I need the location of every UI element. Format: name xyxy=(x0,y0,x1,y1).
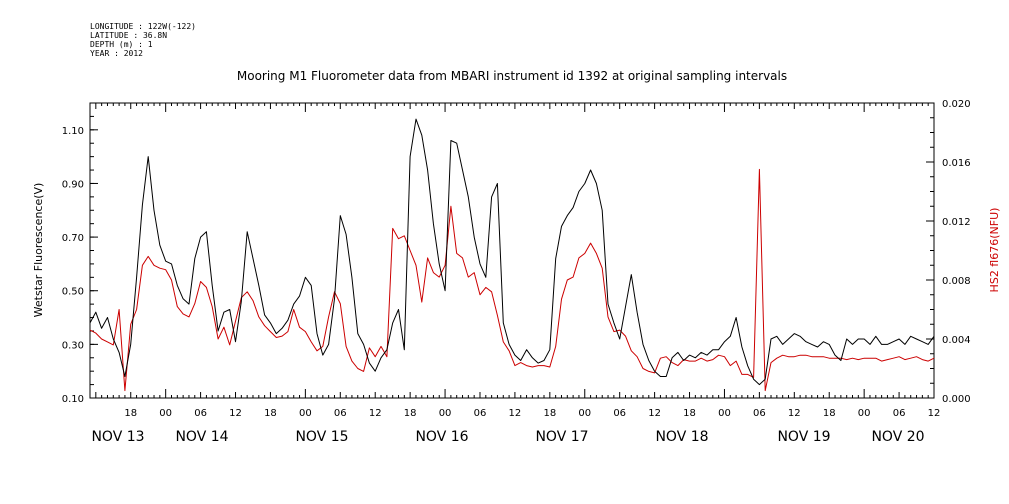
x-tick-label: 12 xyxy=(229,408,242,419)
y-tick-left-label: 0.50 xyxy=(62,287,84,298)
x-tick-label: 00 xyxy=(299,408,312,419)
y-tick-left-label: 0.90 xyxy=(62,179,84,190)
y-tick-right-label: 0.008 xyxy=(942,276,971,287)
x-tick-label: 06 xyxy=(334,408,347,419)
longitude-label: LONGITUDE : 122W(-122) xyxy=(90,22,196,31)
metadata-block: LONGITUDE : 122W(-122) LATITUDE : 36.8N … xyxy=(90,22,196,58)
x-tick-label: 00 xyxy=(439,408,452,419)
x-tick-label: 06 xyxy=(893,408,906,419)
x-hour-labels: 18 00 06 12 18 00 06 12 18 00 06 12 18 00 06 12 18 00 06 12… xyxy=(124,408,940,419)
y-tick-right-label: 0.016 xyxy=(942,158,971,169)
y-tick-left-label: 0.70 xyxy=(62,233,84,244)
y-axis-right-label: HS2 fl676(NFU) xyxy=(988,208,1001,293)
depth-label: DEPTH (m) : 1 xyxy=(90,40,153,49)
x-ticks-bottom xyxy=(89,389,935,398)
x-tick-label: 12 xyxy=(369,408,382,419)
y-tick-right-label: 0.020 xyxy=(942,99,971,110)
latitude-label: LATITUDE : 36.8N xyxy=(90,31,167,40)
series-layer xyxy=(89,118,935,392)
x-tick-label: 18 xyxy=(543,408,556,419)
x-tick-label: 12 xyxy=(509,408,522,419)
x-tick-label: 00 xyxy=(858,408,871,419)
y-tick-right-label: 0.000 xyxy=(942,394,971,405)
y-axis-left-label: Wetstar Fluorescence(V) xyxy=(32,183,45,318)
x-day-label: NOV 13 xyxy=(91,429,144,445)
x-day-label: NOV 20 xyxy=(871,429,924,445)
year-label: YEAR : 2012 xyxy=(90,49,143,58)
series-line-right xyxy=(89,168,935,392)
series-line-left xyxy=(89,118,935,386)
y-axis-right: 0.000 0.004 0.008 0.012 0.016 0.020 xyxy=(926,99,971,405)
x-tick-label: 06 xyxy=(194,408,207,419)
chart-title: Mooring M1 Fluorometer data from MBARI i… xyxy=(237,69,787,83)
y-tick-right-label: 0.012 xyxy=(942,217,971,228)
y-tick-right-label: 0.004 xyxy=(942,335,971,346)
x-tick-label: 18 xyxy=(683,408,696,419)
x-tick-label: 18 xyxy=(264,408,277,419)
x-tick-label: 06 xyxy=(474,408,487,419)
x-day-label: NOV 15 xyxy=(295,429,348,445)
x-tick-label: 12 xyxy=(648,408,661,419)
x-ticks-top xyxy=(89,103,935,112)
y-tick-left-label: 0.10 xyxy=(62,394,84,405)
x-tick-label: 18 xyxy=(823,408,836,419)
x-tick-label: 12 xyxy=(928,408,941,419)
x-day-label: NOV 19 xyxy=(777,429,830,445)
y-tick-left-label: 1.10 xyxy=(62,126,84,137)
plot-frame xyxy=(89,102,935,399)
x-tick-label: 12 xyxy=(788,408,801,419)
x-tick-label: 00 xyxy=(159,408,172,419)
x-day-label: NOV 16 xyxy=(415,429,468,445)
x-day-label: NOV 14 xyxy=(175,429,228,445)
x-tick-label: 00 xyxy=(718,408,731,419)
y-axis-left: 0.10 0.30 0.50 0.70 0.90 1.10 xyxy=(62,102,98,405)
y-tick-left-label: 0.30 xyxy=(62,340,84,351)
x-tick-label: 00 xyxy=(578,408,591,419)
x-tick-label: 06 xyxy=(753,408,766,419)
x-tick-label: 18 xyxy=(404,408,417,419)
x-tick-label: 18 xyxy=(124,408,137,419)
x-day-label: NOV 18 xyxy=(655,429,708,445)
x-day-label: NOV 17 xyxy=(535,429,588,445)
x-tick-label: 06 xyxy=(613,408,626,419)
x-day-labels: NOV 13 NOV 14 NOV 15 NOV 16 NOV 17 NOV 18 NOV … xyxy=(91,429,924,445)
